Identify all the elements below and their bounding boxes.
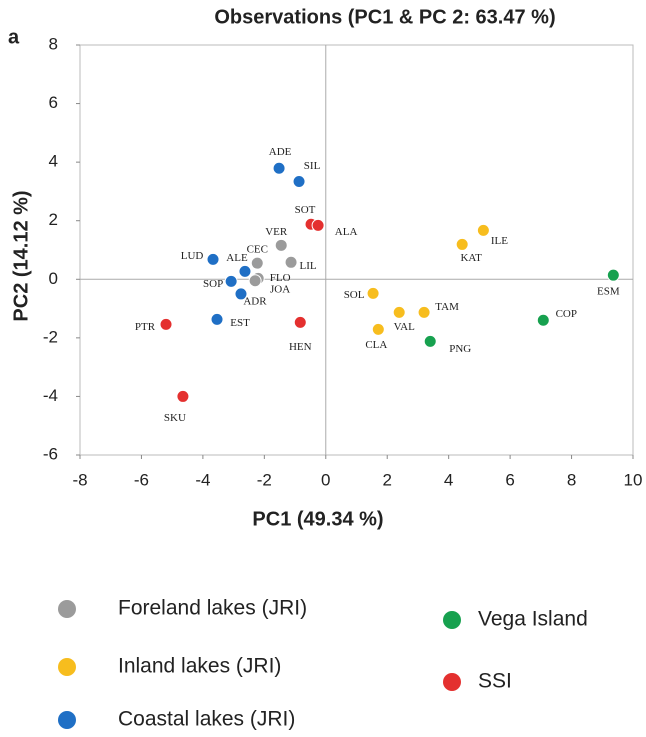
legend-marker: [58, 658, 76, 676]
point-label: PTR: [135, 321, 156, 333]
point-label: SIL: [304, 160, 321, 172]
x-tick-label: 6: [505, 470, 514, 489]
point-label: CEC: [247, 244, 268, 256]
point: [250, 256, 264, 270]
point-label: HEN: [289, 341, 312, 353]
point-label: TAM: [435, 301, 459, 313]
x-tick-label: 4: [444, 470, 453, 489]
legend-label: Inland lakes (JRI): [118, 655, 281, 678]
point: [293, 315, 307, 329]
x-tick-label: -6: [134, 470, 149, 489]
point: [536, 313, 550, 327]
point-label: VER: [265, 226, 288, 238]
legend-marker: [443, 673, 461, 691]
x-tick-label: 0: [321, 470, 330, 489]
point-label: ESM: [597, 286, 620, 298]
point-label: JOA: [270, 283, 290, 295]
point-label: LIL: [300, 260, 317, 272]
point: [238, 264, 252, 278]
plot-frame: [79, 44, 634, 456]
y-tick-label: 6: [49, 93, 58, 112]
x-tick-label: 8: [567, 470, 576, 489]
point-label: ALA: [335, 226, 358, 238]
point: [417, 305, 431, 319]
y-tick-label: 2: [49, 210, 58, 229]
point-label: ILE: [491, 235, 508, 247]
point-label: ADE: [269, 146, 292, 158]
point-label: LUD: [181, 250, 204, 262]
y-tick-label: 0: [49, 269, 58, 288]
point: [274, 238, 288, 252]
point: [248, 274, 262, 288]
point: [455, 237, 469, 251]
legend-marker: [58, 600, 76, 618]
legend-marker: [58, 711, 76, 729]
point: [371, 322, 385, 336]
y-tick-label: -4: [43, 386, 58, 405]
legend-label: SSI: [478, 670, 512, 693]
point: [476, 223, 490, 237]
point-label: FLO: [270, 272, 291, 284]
point-label: SOT: [295, 204, 316, 216]
point: [210, 312, 224, 326]
x-tick-label: 2: [382, 470, 391, 489]
point: [292, 174, 306, 188]
point: [366, 286, 380, 300]
y-tick-label: 8: [49, 34, 58, 53]
point: [311, 218, 325, 232]
point-label: CLA: [365, 339, 387, 351]
point-label: COP: [556, 308, 577, 320]
y-axis-label: PC2 (14.12 %): [10, 190, 32, 321]
legend-label: Coastal lakes (JRI): [118, 708, 295, 731]
y-tick-label: 4: [49, 152, 58, 171]
legend-label: Vega Island: [478, 608, 588, 631]
point-label: SOP: [203, 278, 223, 290]
point: [392, 305, 406, 319]
point-label: SKU: [164, 412, 186, 424]
point-label: ALE: [226, 252, 248, 264]
y-tick-label: -6: [43, 444, 58, 463]
y-tick-label: -2: [43, 327, 58, 346]
point: [606, 268, 620, 282]
x-tick-label: -4: [195, 470, 210, 489]
legend-marker: [443, 611, 461, 629]
point-label: ADR: [243, 295, 267, 307]
point: [272, 161, 286, 175]
point: [234, 287, 248, 301]
x-axis-label: PC1 (49.34 %): [252, 508, 383, 530]
point: [159, 317, 173, 331]
point-label: KAT: [460, 252, 482, 264]
chart-title: Observations (PC1 & PC 2: 63.47 %): [214, 6, 555, 28]
point: [224, 274, 238, 288]
x-tick-label: -8: [72, 470, 87, 489]
x-tick-label: 10: [624, 470, 643, 489]
point: [284, 255, 298, 269]
point: [206, 252, 220, 266]
point-label: VAL: [394, 321, 415, 333]
point-label: PNG: [449, 343, 471, 355]
legend-label: Foreland lakes (JRI): [118, 597, 307, 620]
point-label: EST: [230, 317, 250, 329]
x-tick-label: -2: [257, 470, 272, 489]
point: [423, 334, 437, 348]
panel-label: a: [8, 26, 20, 48]
point-label: SOL: [344, 289, 365, 301]
point: [176, 389, 190, 403]
